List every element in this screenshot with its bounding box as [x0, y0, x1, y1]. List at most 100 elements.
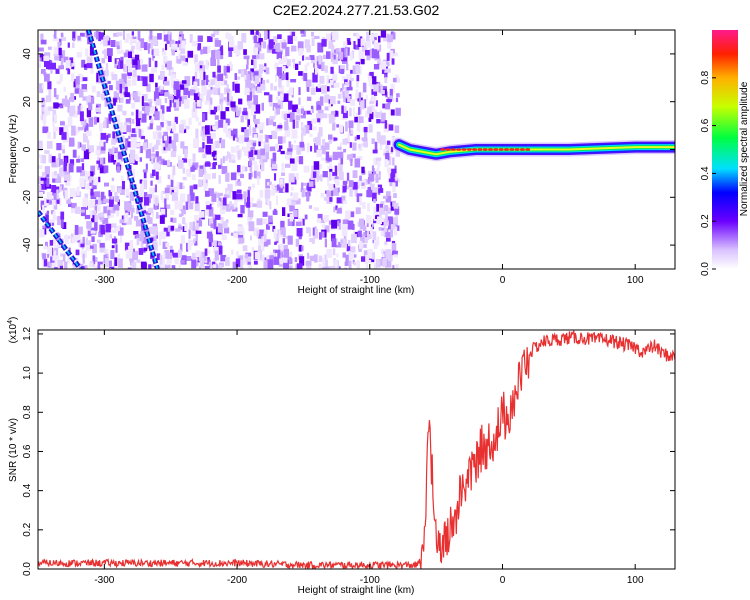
noise-speckle	[342, 76, 347, 81]
noise-speckle	[287, 35, 293, 44]
noise-speckle	[298, 87, 301, 95]
noise-speckle	[232, 159, 236, 164]
noise-speckle	[387, 216, 393, 221]
noise-speckle	[104, 249, 109, 254]
snr-multiplier-close: )	[8, 317, 19, 320]
noise-speckle	[351, 50, 355, 59]
noise-speckle	[324, 238, 327, 248]
noise-speckle	[330, 66, 334, 74]
noise-speckle	[64, 261, 68, 269]
colorbar: 0.00.20.40.60.8 Normalized spectral ampl…	[700, 30, 750, 276]
noise-speckle	[334, 179, 340, 186]
noise-speckle	[272, 225, 276, 232]
noise-speckle	[41, 106, 46, 115]
noise-speckle	[281, 73, 286, 80]
noise-speckle	[277, 91, 282, 96]
noise-speckle	[269, 201, 272, 210]
noise-speckle	[268, 39, 274, 49]
noise-speckle	[105, 139, 108, 144]
noise-speckle	[262, 211, 268, 217]
noise-speckle	[72, 31, 76, 41]
noise-speckle	[269, 146, 276, 152]
noise-speckle	[196, 220, 203, 227]
noise-speckle	[194, 87, 200, 93]
noise-speckle	[192, 102, 196, 112]
noise-speckle	[378, 44, 382, 52]
noise-speckle	[180, 141, 185, 149]
noise-speckle	[273, 256, 280, 265]
noise-speckle	[171, 174, 175, 180]
noise-speckle	[370, 84, 374, 89]
noise-speckle	[192, 252, 197, 260]
noise-speckle	[315, 136, 321, 146]
noise-speckle	[140, 184, 144, 190]
noise-speckle	[242, 111, 248, 116]
noise-speckle	[324, 225, 330, 233]
noise-speckle	[242, 146, 246, 153]
noise-speckle	[324, 142, 330, 150]
noise-speckle	[114, 225, 120, 232]
noise-speckle	[53, 46, 59, 54]
noise-speckle	[386, 237, 391, 242]
noise-speckle	[182, 158, 187, 163]
noise-speckle	[191, 40, 198, 47]
noise-speckle	[207, 36, 213, 42]
noise-speckle	[267, 259, 274, 269]
noise-speckle	[117, 199, 120, 206]
noise-speckle	[213, 106, 218, 113]
snr-multiplier-base: (x10	[8, 323, 19, 343]
noise-speckle	[121, 175, 124, 186]
noise-speckle	[164, 140, 169, 148]
noise-speckle	[248, 173, 252, 180]
noise-speckle	[47, 81, 52, 90]
noise-speckle	[119, 83, 123, 94]
noise-speckle	[156, 87, 161, 93]
noise-speckle	[93, 265, 100, 269]
noise-speckle	[64, 174, 70, 181]
noise-speckle	[131, 135, 137, 143]
noise-speckle	[85, 246, 92, 251]
noise-speckle	[138, 111, 143, 119]
noise-speckle	[251, 72, 254, 79]
noise-speckle	[77, 141, 80, 149]
noise-speckle	[60, 174, 66, 178]
noise-speckle	[317, 42, 324, 53]
noise-speckle	[264, 30, 267, 41]
noise-speckle	[88, 145, 94, 153]
noise-speckle	[62, 254, 66, 262]
noise-speckle	[349, 52, 353, 61]
noise-speckle	[310, 109, 313, 114]
noise-speckle	[337, 220, 340, 227]
noise-speckle	[124, 140, 128, 151]
noise-speckle	[121, 124, 127, 133]
noise-speckle	[327, 157, 332, 162]
noise-speckle	[342, 252, 346, 258]
noise-speckle	[158, 75, 161, 80]
noise-speckle	[338, 222, 342, 230]
noise-speckle	[365, 95, 368, 101]
noise-speckle	[338, 162, 343, 172]
noise-speckle	[279, 145, 283, 150]
noise-speckle	[61, 132, 67, 140]
noise-speckle	[285, 113, 291, 118]
noise-speckle	[86, 183, 91, 190]
noise-speckle	[313, 228, 319, 239]
noise-speckle	[186, 242, 189, 252]
noise-speckle	[311, 31, 314, 37]
noise-speckle	[384, 241, 388, 245]
noise-speckle	[317, 84, 321, 89]
snr-series-line	[38, 330, 675, 569]
noise-speckle	[140, 238, 144, 249]
noise-speckle	[60, 253, 66, 257]
noise-speckle	[329, 166, 333, 172]
noise-speckle	[100, 132, 107, 140]
noise-speckle	[51, 266, 55, 269]
noise-speckle	[131, 31, 134, 36]
noise-speckle	[385, 259, 392, 268]
noise-speckle	[361, 128, 365, 132]
noise-speckle	[165, 193, 169, 201]
noise-speckle	[174, 200, 178, 210]
noise-speckle	[387, 61, 390, 67]
noise-speckle	[287, 148, 293, 153]
noise-speckle	[326, 114, 331, 118]
